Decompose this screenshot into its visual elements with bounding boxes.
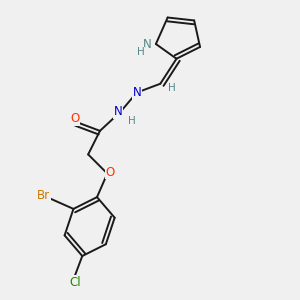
- Text: O: O: [70, 112, 80, 125]
- Text: N: N: [114, 105, 123, 118]
- Text: Cl: Cl: [69, 276, 81, 289]
- Text: N: N: [143, 38, 152, 50]
- Text: H: H: [168, 83, 176, 93]
- Text: H: H: [128, 116, 136, 126]
- Text: N: N: [132, 86, 141, 99]
- Text: O: O: [106, 166, 115, 178]
- Text: Br: Br: [37, 189, 50, 202]
- Text: H: H: [137, 47, 145, 57]
